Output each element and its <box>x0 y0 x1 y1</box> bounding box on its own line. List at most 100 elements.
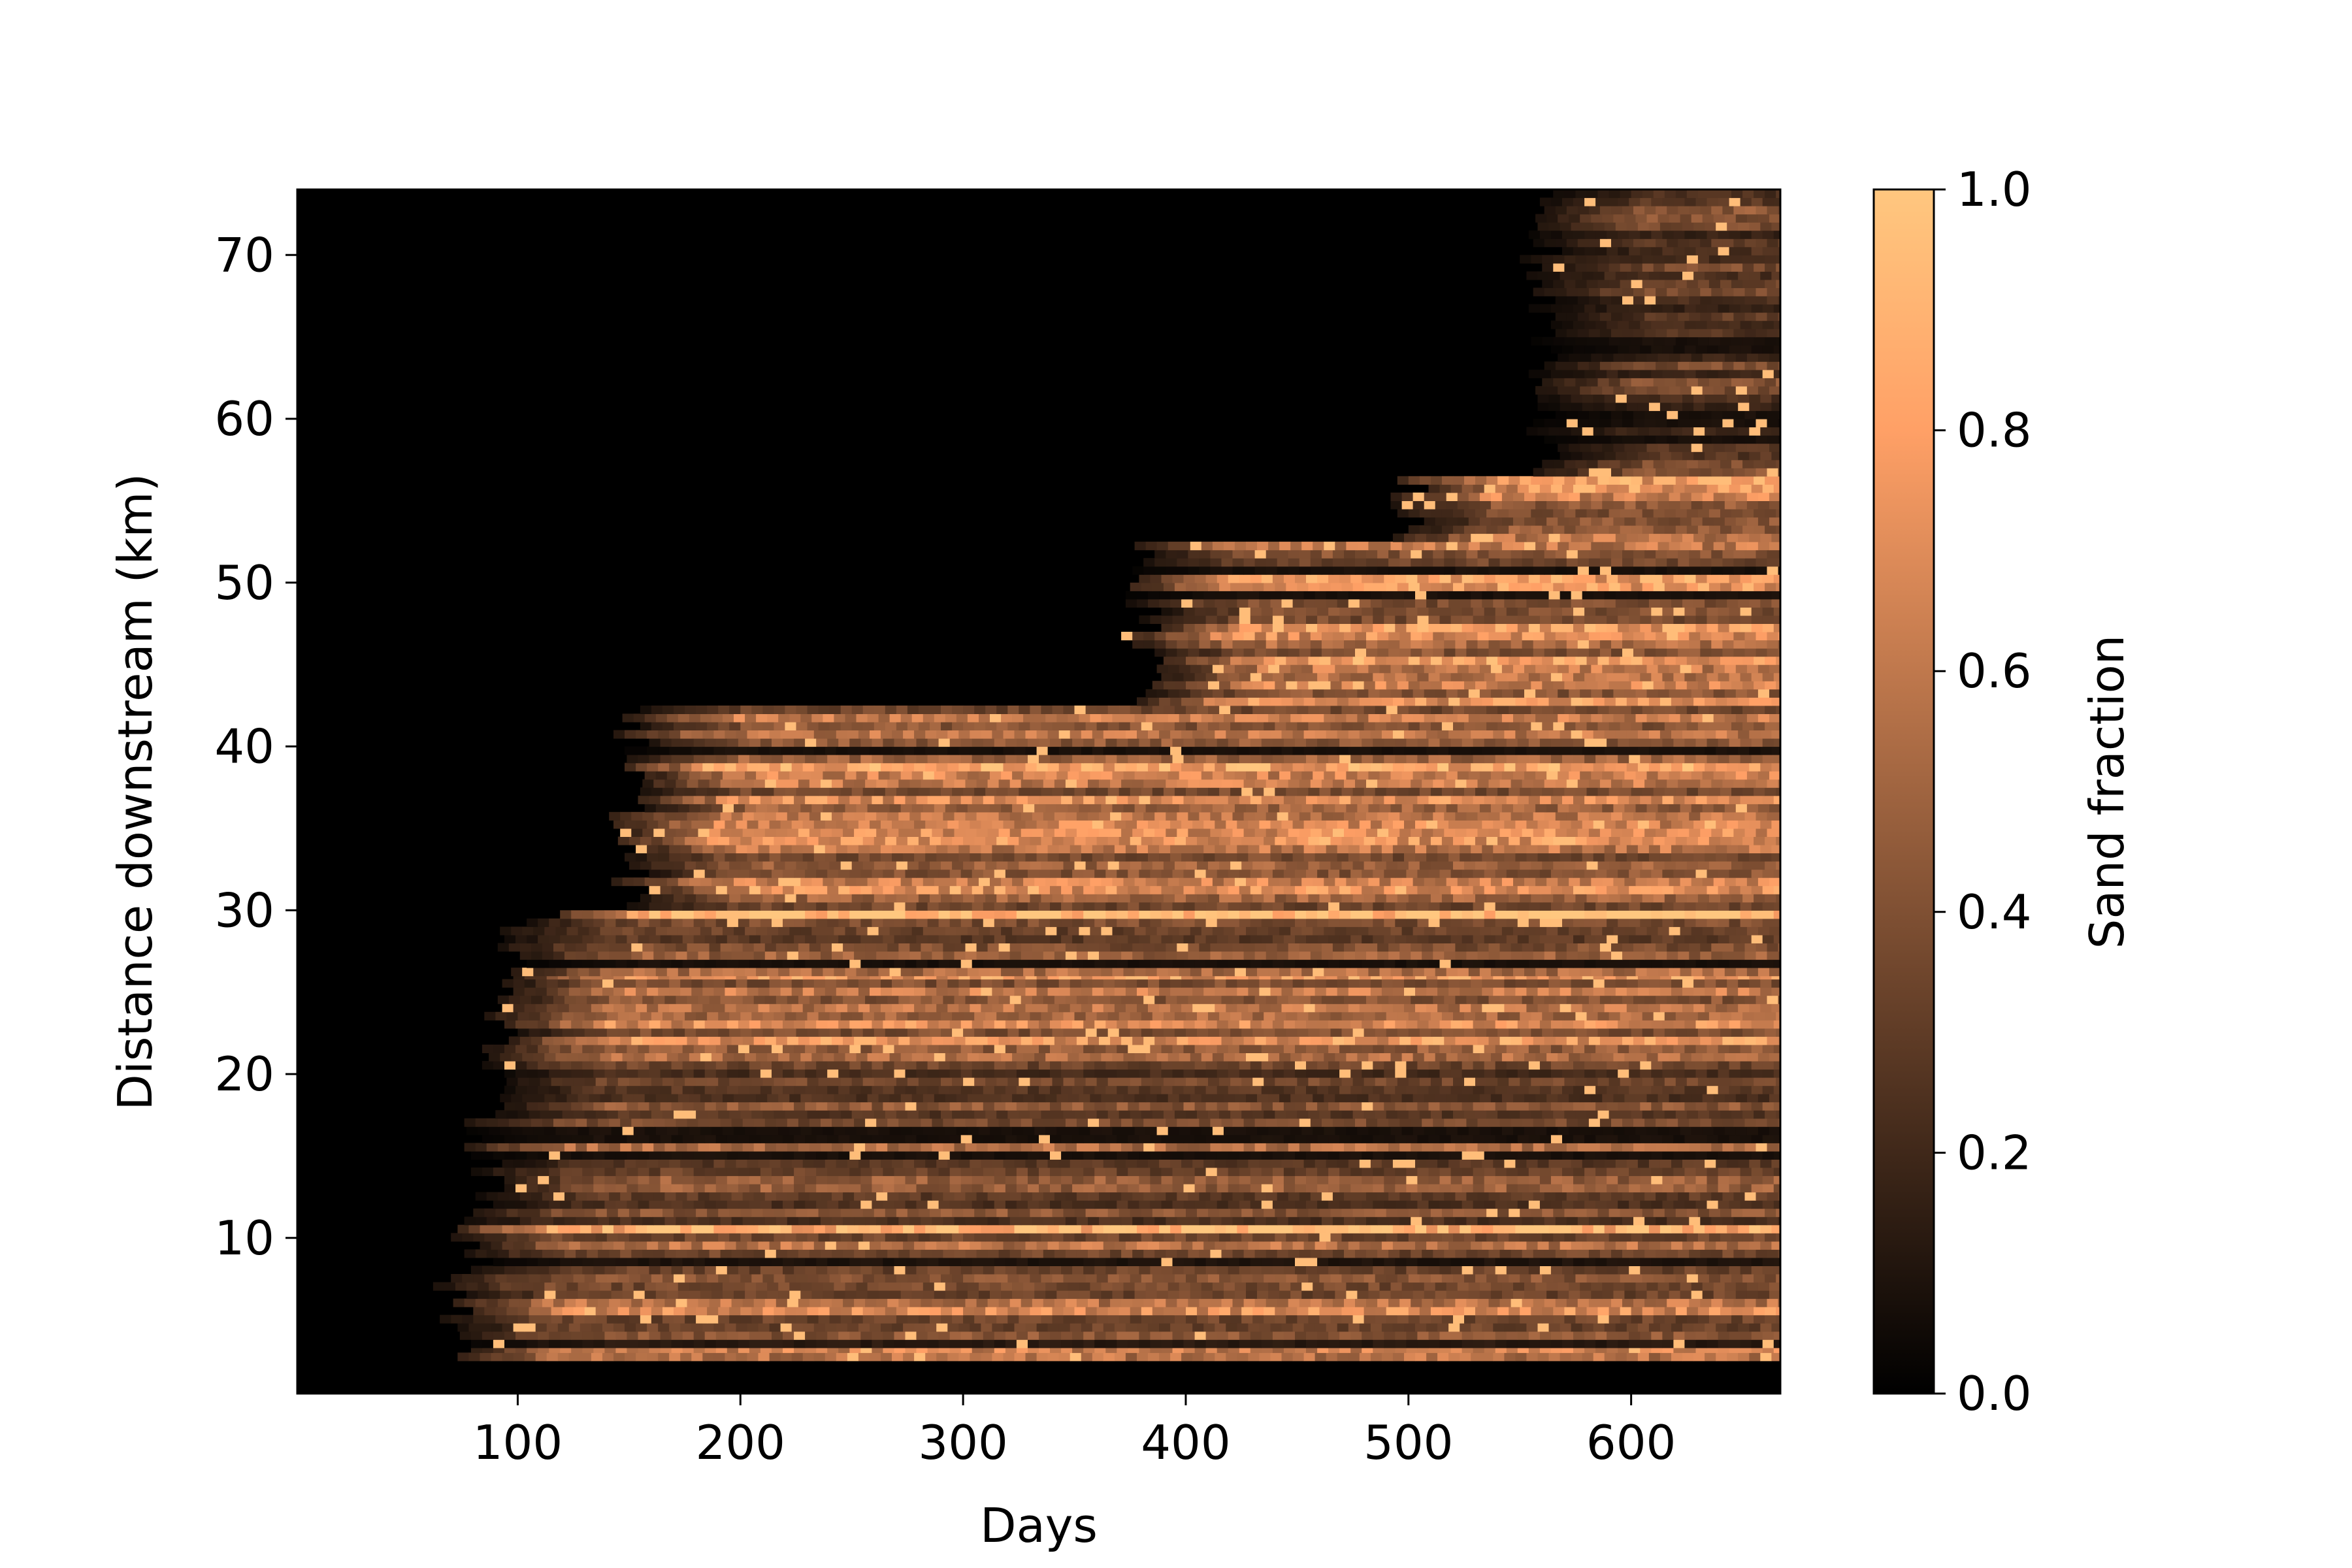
heatmap-cell <box>862 1028 875 1037</box>
heatmap-cell <box>1707 1102 1719 1111</box>
heatmap-cell <box>1016 1151 1028 1160</box>
heatmap-cell <box>1039 1044 1051 1053</box>
heatmap-cell <box>638 1175 650 1184</box>
heatmap-cell <box>1591 1126 1603 1135</box>
heatmap-cell <box>1640 1175 1652 1184</box>
heatmap-cell <box>1170 1241 1182 1250</box>
heatmap-cell <box>1286 1274 1298 1283</box>
heatmap-cell <box>1177 1143 1188 1152</box>
heatmap-cell <box>898 1143 910 1152</box>
heatmap-cell <box>1762 1044 1774 1053</box>
heatmap-cell <box>475 1298 487 1307</box>
heatmap-cell <box>1339 1339 1351 1348</box>
heatmap-cell <box>983 1200 995 1209</box>
heatmap-cell <box>772 1200 783 1209</box>
heatmap-cell <box>762 1307 774 1316</box>
heatmap-cell <box>1339 1069 1351 1078</box>
heatmap-cell <box>838 1257 850 1266</box>
heatmap-cell <box>943 1217 955 1226</box>
heatmap-cell <box>549 1257 561 1266</box>
heatmap-cell <box>1577 1217 1590 1226</box>
heatmap-cell <box>994 1044 1006 1053</box>
heatmap-cell <box>576 1249 587 1258</box>
heatmap-cell <box>1277 1118 1289 1127</box>
heatmap-cell <box>749 1257 761 1266</box>
heatmap-cell <box>1713 1094 1725 1103</box>
heatmap-cell <box>972 1175 984 1184</box>
heatmap-cell <box>1731 1274 1743 1283</box>
heatmap-cell <box>457 1352 469 1362</box>
heatmap-cell <box>1352 1274 1365 1283</box>
heatmap-cell <box>691 1352 703 1362</box>
heatmap-cell <box>898 1217 910 1226</box>
heatmap-cell <box>1194 1200 1207 1209</box>
heatmap-cell <box>1341 1233 1354 1242</box>
heatmap-cell <box>1339 1020 1351 1029</box>
heatmap-cell <box>1740 1266 1752 1275</box>
heatmap-cell <box>1128 1044 1139 1053</box>
heatmap-cell <box>1680 1053 1692 1062</box>
heatmap-cell <box>591 1159 603 1168</box>
heatmap-cell <box>1295 1069 1307 1078</box>
heatmap-cell <box>1562 1331 1574 1340</box>
heatmap-cell <box>696 1315 708 1324</box>
heatmap-cell <box>560 1175 572 1184</box>
heatmap-cell <box>1061 1044 1073 1053</box>
heatmap-cell <box>1428 1044 1441 1053</box>
heatmap-cell <box>1658 1282 1670 1291</box>
heatmap-cell <box>930 1208 941 1217</box>
heatmap-cell <box>990 1094 1002 1103</box>
heatmap-cell <box>1254 1249 1267 1258</box>
heatmap-cell <box>1335 1053 1347 1062</box>
heatmap-cell <box>1477 1249 1490 1258</box>
heatmap-cell <box>1644 1217 1656 1226</box>
heatmap-cell <box>553 1143 565 1152</box>
heatmap-cell <box>617 1028 630 1037</box>
heatmap-cell <box>693 1175 706 1184</box>
heatmap-cell <box>1330 1077 1343 1086</box>
heatmap-cell <box>649 1069 661 1078</box>
heatmap-cell <box>1520 1315 1531 1324</box>
heatmap-cell <box>1194 1085 1207 1094</box>
heatmap-cell <box>649 1347 661 1353</box>
heatmap-cell <box>1141 1028 1153 1037</box>
heatmap-cell <box>1163 1208 1175 1217</box>
heatmap-cell <box>1611 1192 1623 1201</box>
heatmap-cell <box>1328 1266 1340 1275</box>
heatmap-cell <box>878 1094 890 1103</box>
heatmap-cell <box>1479 1126 1492 1135</box>
heatmap-cell <box>1072 1085 1084 1094</box>
heatmap-cell <box>1433 1143 1445 1152</box>
heatmap-cell <box>578 1094 590 1103</box>
heatmap-cell <box>1479 1053 1492 1062</box>
heatmap-cell <box>1292 1352 1305 1362</box>
heatmap-cell <box>731 1143 743 1152</box>
heatmap-cell <box>1295 1175 1307 1184</box>
heatmap-cell <box>1707 1339 1719 1348</box>
heatmap-cell <box>1528 1151 1541 1160</box>
heatmap-cell <box>1303 1323 1316 1332</box>
heatmap-cell <box>625 1241 636 1250</box>
heatmap-cell <box>1270 1224 1282 1233</box>
heatmap-cell <box>1339 1200 1351 1209</box>
heatmap-cell <box>1001 1282 1013 1291</box>
heatmap-cell <box>1061 1020 1073 1029</box>
heatmap-cell <box>1362 1175 1373 1184</box>
heatmap-cell <box>1143 1036 1155 1045</box>
heatmap-cell <box>794 1061 806 1070</box>
heatmap-cell <box>1228 1020 1240 1029</box>
heatmap-cell <box>693 1347 706 1353</box>
heatmap-cell <box>1099 1143 1111 1152</box>
heatmap-cell <box>827 1200 839 1209</box>
heatmap-cell <box>1085 1233 1098 1242</box>
heatmap-cell <box>1740 1347 1752 1353</box>
heatmap-cell <box>1618 1102 1629 1111</box>
heatmap-cell <box>1406 1069 1418 1078</box>
heatmap-cell <box>1566 1249 1578 1258</box>
heatmap-cell <box>907 1307 919 1316</box>
heatmap-cell <box>651 1011 663 1021</box>
heatmap-cell <box>1473 1175 1485 1184</box>
heatmap-cell <box>1419 1233 1431 1242</box>
heatmap-cell <box>1662 1168 1674 1177</box>
heatmap-cell <box>1277 1217 1289 1226</box>
